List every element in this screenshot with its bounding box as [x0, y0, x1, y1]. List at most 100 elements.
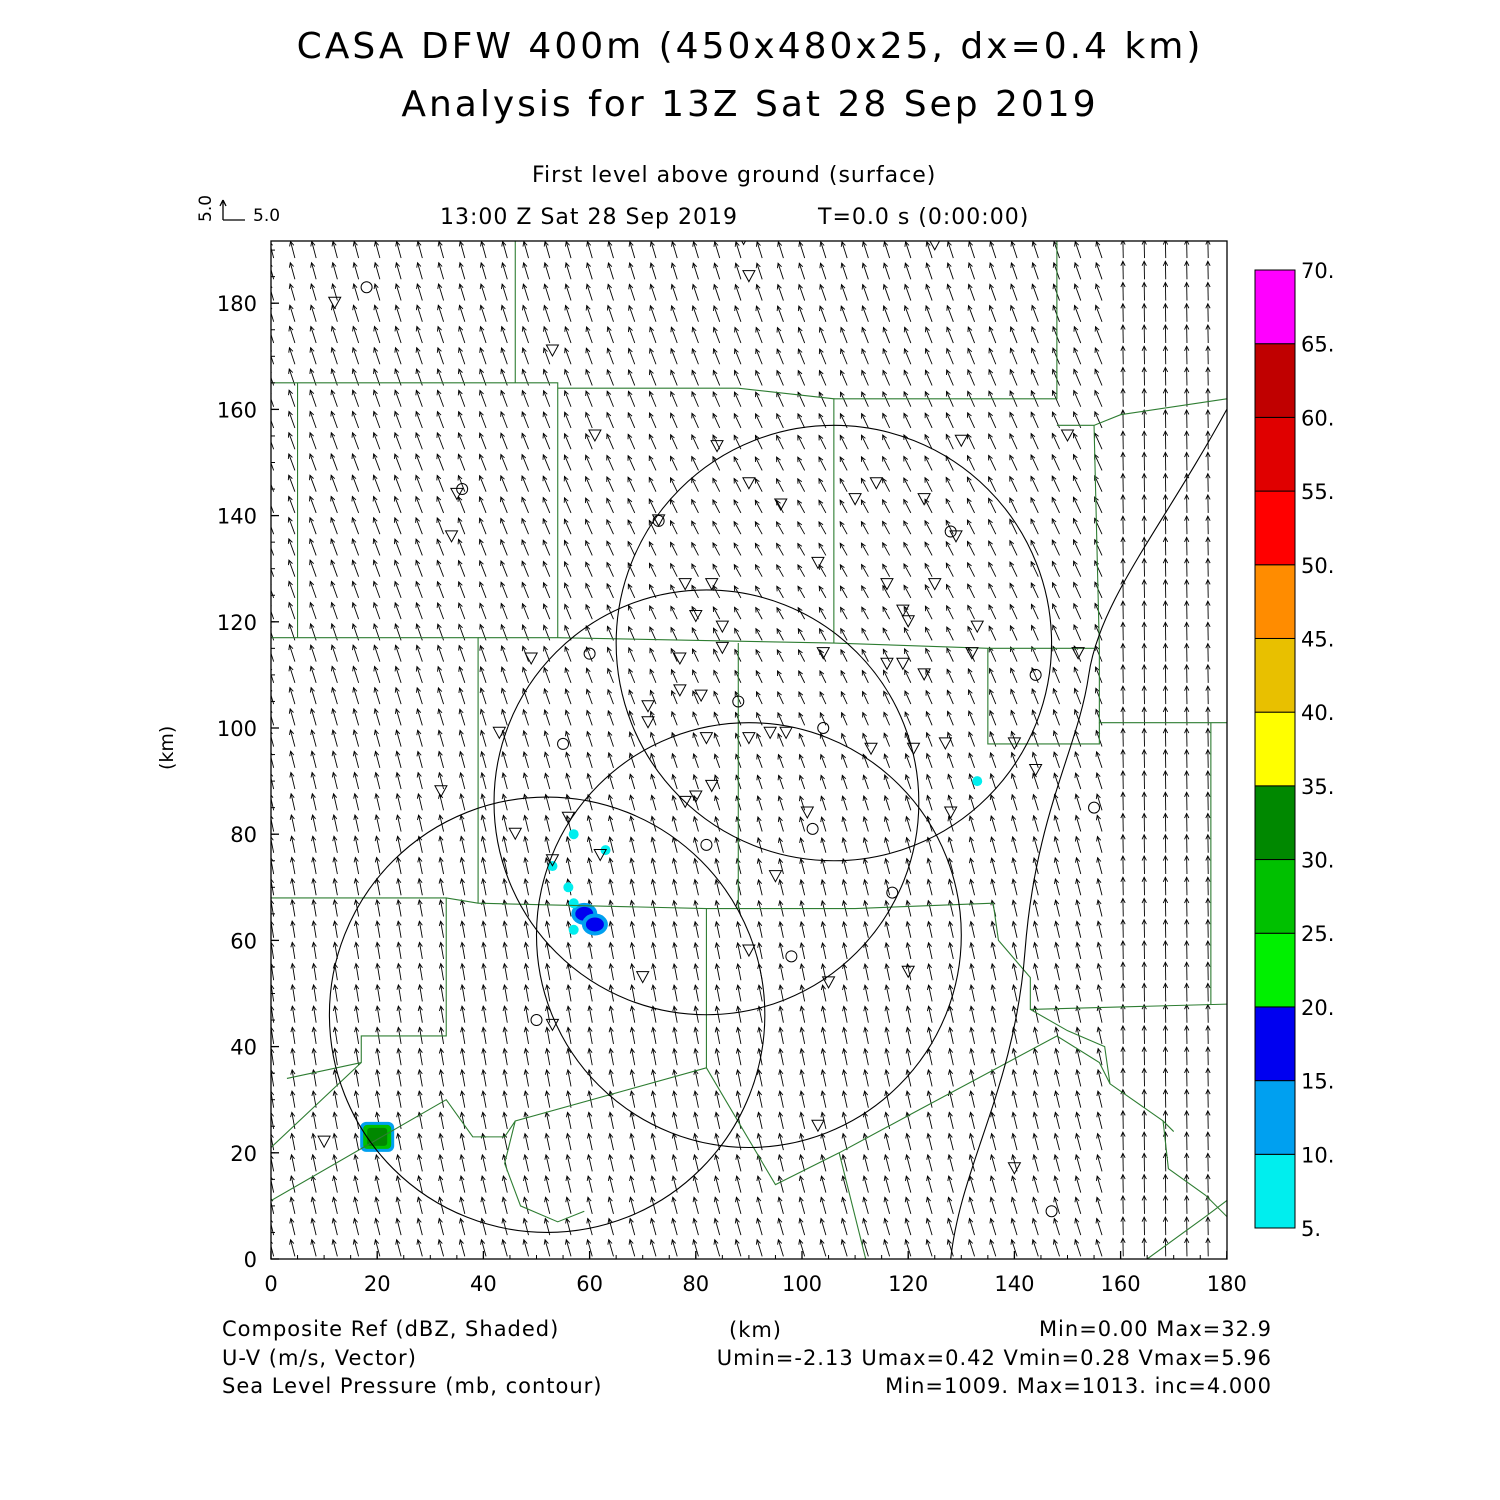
wind-vector [351, 475, 360, 492]
wind-vector [311, 772, 317, 790]
wind-vector [797, 543, 806, 556]
wind-vector [417, 730, 423, 747]
wind-vector-head [587, 984, 593, 990]
wind-vector-head [606, 347, 612, 354]
wind-vector-head [544, 920, 550, 927]
wind-vector-head [502, 1047, 508, 1054]
wind-vector [481, 1154, 487, 1172]
wind-vector-head [692, 794, 698, 801]
wind-vector-head [670, 304, 676, 311]
wind-vector [671, 262, 678, 280]
wind-vector-head [309, 452, 314, 459]
wind-vector [691, 520, 699, 535]
wind-vector [415, 602, 423, 620]
wind-vector-head [332, 941, 338, 948]
wind-vector [481, 793, 487, 811]
wind-vector-head [396, 1026, 402, 1033]
wind-vector-head [799, 941, 805, 948]
wind-vector [373, 581, 381, 599]
wind-vector [352, 411, 360, 429]
wind-vector-head [565, 878, 572, 885]
wind-vector [776, 327, 784, 344]
wind-vector [373, 390, 381, 407]
wind-vector-head [628, 1196, 634, 1203]
wind-vector [757, 1154, 763, 1172]
wind-vector [417, 1218, 423, 1236]
wind-vector-head [309, 665, 315, 672]
wind-vector [607, 626, 614, 641]
wind-vector-head [670, 412, 675, 419]
wind-vector-head [564, 709, 570, 716]
wind-vector-head [459, 877, 465, 884]
wind-vector [333, 1091, 338, 1108]
wind-vector [459, 262, 466, 280]
wind-vector [651, 837, 657, 853]
wind-vector-head [310, 729, 316, 736]
wind-vector [458, 411, 466, 429]
wind-vector [777, 1239, 784, 1257]
wind-vector [820, 1239, 827, 1257]
wind-vector-head [436, 538, 442, 545]
wind-vector [479, 347, 487, 365]
wind-vector [439, 1112, 445, 1129]
wind-vector [650, 753, 657, 768]
wind-vector [673, 1112, 678, 1130]
wind-vector-head [521, 624, 527, 630]
wind-vector-head [566, 1090, 572, 1097]
wind-vector-head [288, 707, 294, 714]
wind-vector-head [671, 815, 677, 822]
wind-vector [460, 793, 466, 811]
wind-vector [501, 709, 508, 726]
wind-vector-head [778, 920, 784, 927]
wind-vector [479, 645, 487, 662]
wind-vector-head [735, 1175, 741, 1182]
colorbar-label: 15. [1301, 1070, 1334, 1094]
wind-vector-head [438, 877, 444, 884]
wind-vector [670, 348, 678, 365]
wind-vector-head [522, 1196, 528, 1203]
wind-vector [755, 348, 763, 365]
wind-vector [712, 585, 721, 599]
wind-vector [587, 1197, 593, 1214]
wind-vector-head [755, 606, 761, 613]
wind-vector [800, 837, 806, 853]
wind-vector-head [691, 304, 697, 311]
wind-vector-head [271, 1176, 274, 1181]
wind-vector [778, 1154, 784, 1172]
wind-vector [821, 1175, 827, 1193]
wind-vector-head [290, 941, 296, 948]
wind-vector-head [416, 750, 422, 757]
wind-vector [482, 1069, 487, 1087]
wind-vector [439, 815, 445, 832]
wind-vector-head [460, 962, 466, 969]
wind-vector [312, 921, 317, 938]
wind-vector [415, 411, 423, 429]
wind-vector-head [353, 1068, 360, 1075]
wind-vector [523, 709, 529, 726]
wind-vector [375, 1197, 381, 1214]
wind-vector [587, 815, 593, 832]
wind-vector-head [288, 325, 294, 332]
wind-vector-head [799, 899, 805, 906]
wind-vector [459, 751, 466, 768]
wind-vector [500, 454, 508, 471]
wind-vector [376, 1048, 381, 1066]
wind-vector-head [457, 453, 463, 460]
wind-vector [564, 646, 572, 662]
wind-vector [500, 433, 508, 450]
wind-vector [288, 496, 296, 514]
wind-vector [691, 542, 699, 556]
wind-vector [521, 411, 529, 429]
wind-vector-head [798, 649, 803, 655]
wind-vector [352, 347, 360, 365]
wind-vector [544, 773, 551, 790]
wind-vector-head [712, 563, 718, 570]
wind-vector-head [648, 390, 654, 397]
wind-vector-head [478, 453, 484, 460]
wind-vector-head [417, 898, 423, 905]
wind-vector [374, 730, 381, 747]
wind-vector [588, 836, 593, 853]
wind-vector [544, 709, 551, 726]
wind-vector-head [480, 835, 486, 842]
wind-vector-head [523, 814, 529, 821]
